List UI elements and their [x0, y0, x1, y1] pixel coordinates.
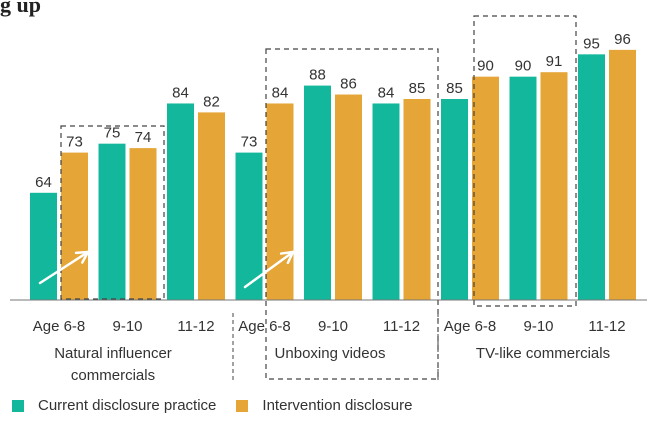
value-label: 86 [340, 76, 357, 93]
value-label: 85 [409, 80, 426, 97]
arrow-head [74, 250, 90, 264]
x-tick-label: 11-12 [588, 318, 625, 335]
chart-title: g up [0, 0, 41, 17]
arrow-shaft [38, 250, 90, 285]
bar [129, 148, 157, 300]
bar [441, 99, 468, 300]
bar [403, 99, 431, 300]
value-label: 64 [35, 174, 52, 191]
legend-swatch-intervention [236, 399, 249, 412]
bar [266, 103, 294, 300]
bar [578, 54, 605, 301]
highlight-box [473, 15, 577, 307]
x-tick-label: 9-10 [523, 318, 553, 335]
legend-item-current: Current disclosure practice [12, 397, 216, 414]
value-label: 73 [66, 134, 83, 151]
bar [235, 152, 263, 300]
value-label: 75 [104, 125, 121, 142]
bar [198, 112, 225, 301]
value-label: 96 [614, 31, 631, 48]
legend: Current disclosure practice Intervention… [12, 397, 433, 414]
bar [335, 94, 362, 301]
legend-item-intervention: Intervention disclosure [236, 397, 413, 414]
value-label: 84 [378, 84, 395, 101]
x-tick-label: Age 6-8 [238, 318, 291, 335]
bar [609, 49, 636, 300]
value-label: 84 [172, 84, 189, 101]
value-label: 85 [446, 80, 463, 97]
value-label: 84 [272, 84, 289, 101]
group-label: Natural influencer [54, 345, 172, 362]
legend-label-intervention: Intervention disclosure [262, 397, 413, 414]
bar [372, 103, 400, 300]
value-label: 82 [203, 93, 220, 110]
value-label: 73 [241, 134, 258, 151]
x-tick-label: 11-12 [177, 318, 214, 335]
value-label: 90 [515, 58, 532, 75]
group-label: TV-like commercials [476, 345, 610, 362]
x-tick-label: 9-10 [112, 318, 142, 335]
highlight-box [265, 48, 439, 380]
bar [61, 152, 88, 300]
group-label: Unboxing videos [275, 345, 386, 362]
x-tick-label: 11-12 [383, 318, 420, 335]
bar [304, 85, 331, 300]
highlight-box [60, 125, 165, 300]
legend-label-current: Current disclosure practice [38, 397, 217, 414]
value-label: 95 [583, 35, 600, 52]
legend-swatch-current [12, 399, 24, 412]
x-tick-label: 9-10 [318, 318, 348, 335]
bar [540, 72, 568, 300]
x-tick-label: Age 6-8 [33, 318, 86, 335]
bar [30, 192, 57, 300]
value-label: 90 [477, 58, 494, 75]
value-label: 88 [309, 67, 326, 84]
value-label: 74 [135, 129, 152, 146]
bar [472, 76, 499, 301]
bar [98, 143, 126, 300]
x-tick-label: Age 6-8 [444, 318, 497, 335]
bar [509, 76, 537, 301]
bar [167, 103, 194, 300]
value-label: 91 [546, 53, 563, 70]
group-label: commercials [71, 367, 155, 384]
arrow-shaft [243, 250, 295, 289]
arrow-head [279, 250, 295, 265]
